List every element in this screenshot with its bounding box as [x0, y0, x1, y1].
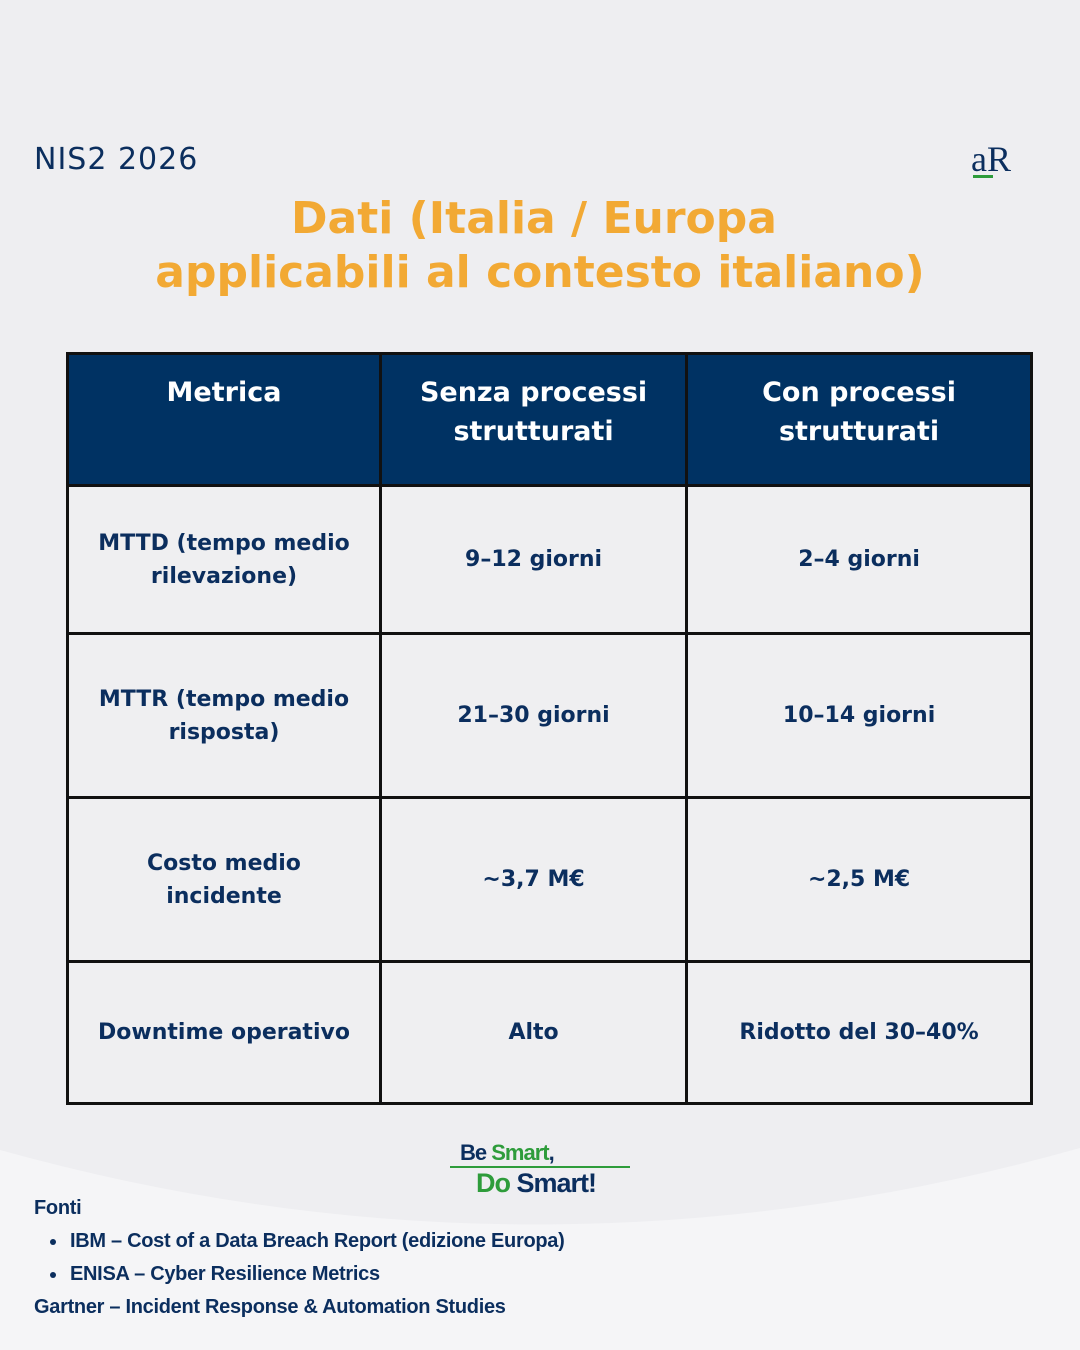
table-cell: 2–4 giorni	[685, 484, 1033, 635]
list-item: ENISA – Cyber Resilience Metrics	[34, 1258, 564, 1291]
svg-text:a: a	[971, 139, 987, 179]
header-cell-con: Con processi strutturati	[685, 352, 1033, 487]
sources-footer: Gartner – Incident Response & Automation…	[34, 1296, 506, 1318]
table-cell: Alto	[378, 960, 689, 1105]
table-cell: ~2,5 M€	[685, 796, 1033, 963]
page-title: Dati (Italia / Europa applicabili al con…	[0, 192, 1080, 300]
table-cell: MTTD (tempo medio rilevazione)	[66, 484, 382, 635]
table-cell: 10–14 giorni	[685, 632, 1033, 799]
table-cell: Costo medio incidente	[66, 796, 382, 963]
table-cell: Downtime operativo	[66, 960, 382, 1105]
ar-logo-icon: a R	[971, 139, 1011, 179]
sources-heading: Fonti	[34, 1197, 82, 1219]
table-row: Costo medio incidente ~3,7 M€ ~2,5 M€	[66, 796, 1033, 963]
slogan-smart-1: Smart	[491, 1140, 549, 1165]
source-text: ENISA – Cyber Resilience Metrics	[70, 1263, 380, 1285]
table-cell: Ridotto del 30–40%	[685, 960, 1033, 1105]
slogan-line-2: Do Smart!	[476, 1168, 598, 1199]
slogan-comma: ,	[548, 1140, 555, 1165]
header-cell-metrica: Metrica	[66, 352, 382, 487]
table-cell: ~3,7 M€	[378, 796, 689, 963]
svg-text:R: R	[987, 139, 1011, 179]
table-row: Downtime operativo Alto Ridotto del 30–4…	[66, 960, 1033, 1105]
metrics-table: Metrica Senza processi strutturati Con p…	[66, 352, 1033, 1105]
bullet-icon	[50, 1239, 56, 1245]
slogan-be: Be	[460, 1140, 487, 1165]
table-row: MTTR (tempo medio risposta) 21–30 giorni…	[66, 632, 1033, 799]
sources-section: Fonti IBM – Cost of a Data Breach Report…	[34, 1192, 565, 1324]
slogan-logo: Be Smart, Do Smart!	[448, 1138, 634, 1200]
table-cell: MTTR (tempo medio risposta)	[66, 632, 382, 799]
slogan-do: Do	[476, 1168, 511, 1198]
table-row: MTTD (tempo medio rilevazione) 9–12 gior…	[66, 484, 1033, 635]
source-text: IBM – Cost of a Data Breach Report (ediz…	[70, 1230, 565, 1252]
slogan-smart-2: Smart!	[516, 1168, 598, 1198]
bullet-icon	[50, 1272, 56, 1278]
table-header-row: Metrica Senza processi strutturati Con p…	[66, 352, 1033, 487]
table-cell: 9–12 giorni	[378, 484, 689, 635]
slogan-divider	[450, 1166, 630, 1168]
header-cell-senza: Senza processi strutturati	[378, 352, 689, 487]
list-item: IBM – Cost of a Data Breach Report (ediz…	[34, 1225, 565, 1258]
slogan-line-1: Be Smart,	[460, 1140, 555, 1166]
title-line-1: Dati (Italia / Europa	[291, 193, 777, 244]
table-cell: 21–30 giorni	[378, 632, 689, 799]
brand-logo: a R	[970, 138, 1020, 182]
eyebrow-label: NIS2 2026	[34, 142, 199, 177]
title-line-2: applicabili al contesto italiano)	[155, 247, 925, 298]
sources-list: IBM – Cost of a Data Breach Report (ediz…	[34, 1225, 565, 1291]
